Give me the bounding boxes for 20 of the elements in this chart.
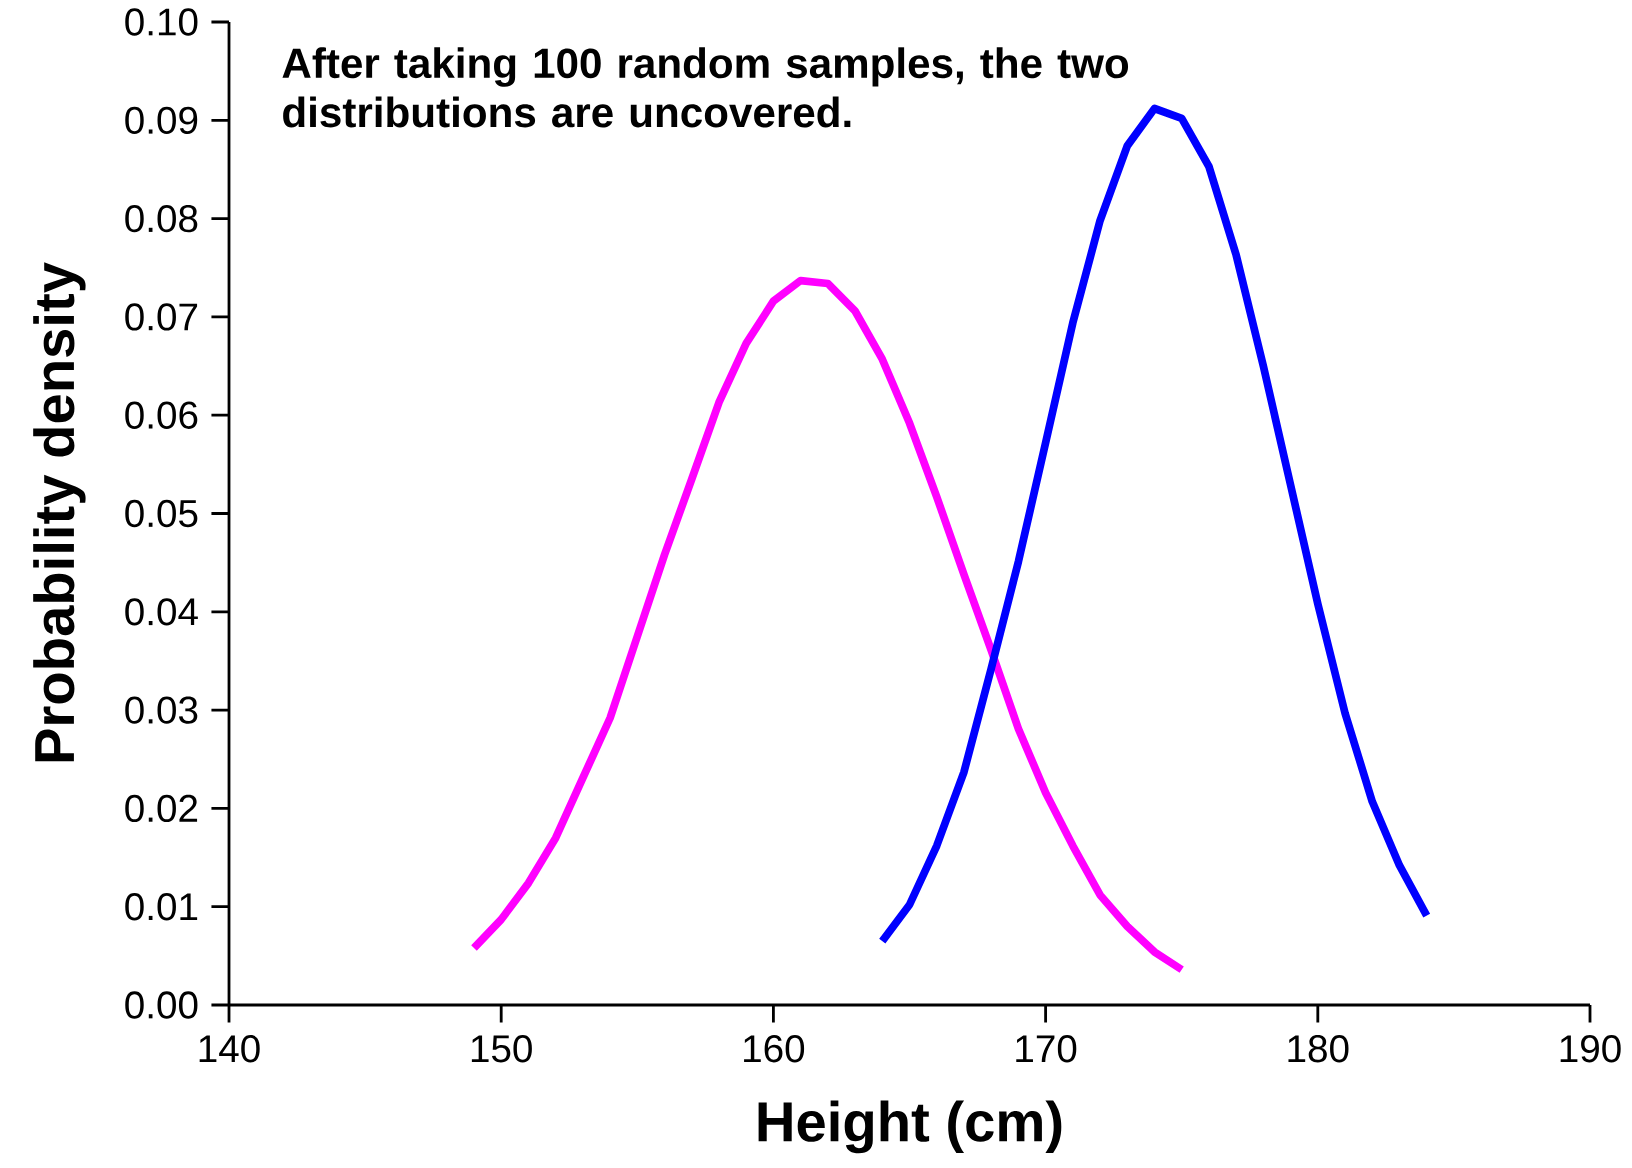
y-tick-label: 0.08 <box>125 204 198 233</box>
y-tick-label: 0.02 <box>125 794 198 823</box>
y-tick-label: 0.04 <box>125 598 198 626</box>
y-tick-label: 0.00 <box>125 991 198 1019</box>
y-tick-label: 0.10 <box>125 8 198 36</box>
y-axis-title: Probability density <box>33 262 86 762</box>
y-tick-label: 0.03 <box>125 696 198 724</box>
y-tick-label: 0.07 <box>125 303 198 331</box>
annotation: After taking 100 random samples, the two distributions are uncovered. <box>282 47 1129 128</box>
y-tick-label: 0.05 <box>125 499 198 528</box>
y-tick-label: 0.01 <box>125 893 198 921</box>
x-tick-label: 190 <box>1560 1035 1621 1063</box>
y-tick-label: 0.09 <box>125 106 198 134</box>
x-tick-label: 160 <box>744 1035 805 1063</box>
x-tick-label: 180 <box>1288 1035 1349 1063</box>
x-tick-label: 170 <box>1016 1035 1077 1063</box>
y-tick-label: 0.06 <box>125 401 198 429</box>
x-tick-label: 140 <box>199 1035 260 1063</box>
x-tick-label: 150 <box>471 1035 532 1063</box>
x-axis-title: Height (cm) <box>758 1100 1062 1154</box>
